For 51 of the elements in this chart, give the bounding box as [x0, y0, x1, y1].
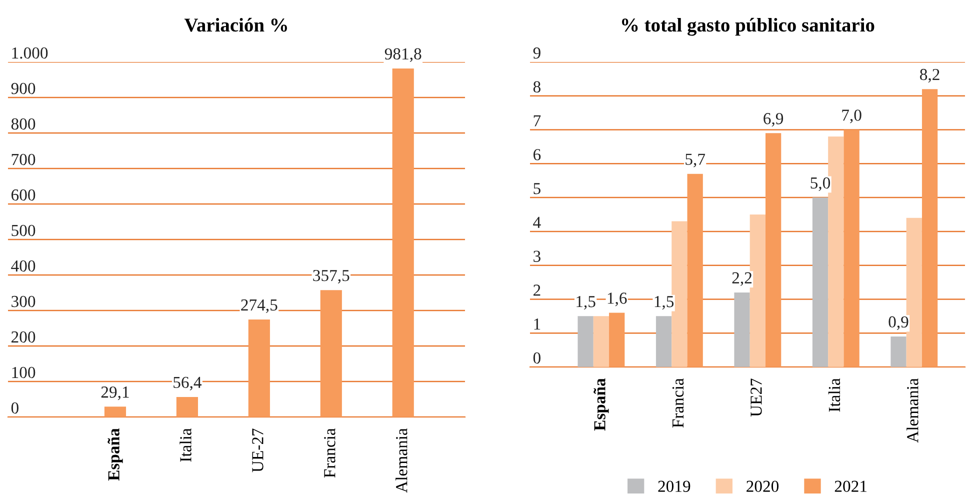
- data-label: 357,5: [313, 270, 350, 284]
- y-tick-label: 400: [11, 260, 36, 272]
- chart-title: % total gasto público sanitario: [622, 18, 874, 36]
- y-tick-label: 600: [11, 189, 36, 201]
- y-tick-label: 500: [12, 224, 36, 236]
- y-tick-label: 4: [533, 216, 541, 228]
- y-tick-label: 2: [534, 284, 540, 296]
- x-tick-label: Italia: [828, 378, 840, 412]
- legend-label: 2021: [834, 480, 866, 492]
- x-tick-label: Alemania: [396, 428, 408, 493]
- y-tick-label: 6: [533, 149, 541, 160]
- legend-label: 2019: [658, 480, 690, 492]
- y-tick-label: 100: [12, 366, 36, 378]
- data-label: 5,7: [686, 154, 706, 168]
- data-label: 0,9: [888, 316, 908, 330]
- x-tick-label: UE27: [750, 378, 762, 417]
- x-tick-label: Francia: [672, 378, 684, 428]
- y-tick-label: 700: [12, 154, 36, 166]
- data-label: 8,2: [920, 68, 940, 83]
- data-label: 1,5: [654, 296, 674, 310]
- y-tick-label: 200: [12, 331, 36, 343]
- y-tick-label: 0: [533, 352, 540, 364]
- data-label: 1,5: [576, 296, 596, 310]
- data-label: 29,1: [101, 386, 129, 400]
- y-tick-label: 300: [12, 296, 36, 308]
- data-label: 2,2: [732, 272, 752, 286]
- data-label: 1,6: [608, 292, 627, 306]
- y-tick-label: 7: [534, 115, 541, 126]
- y-tick-label: 9: [533, 47, 540, 59]
- chart-title: Variación %: [184, 18, 287, 32]
- y-tick-label: 900: [11, 82, 36, 94]
- x-tick-label: Alemania: [906, 378, 918, 443]
- data-label: 5,0: [810, 177, 830, 192]
- x-tick-label: Italia: [180, 428, 192, 462]
- data-label: 981,8: [384, 48, 422, 62]
- y-tick-label: 1: [534, 318, 540, 330]
- data-label: 56,4: [174, 376, 202, 390]
- x-tick-label: UE-27: [252, 428, 264, 472]
- y-tick-label: 800: [11, 118, 36, 130]
- y-tick-label: 5: [534, 183, 540, 194]
- y-tick-label: 1.000: [12, 47, 48, 59]
- x-tick-label: España: [108, 428, 123, 481]
- data-label: 274,5: [241, 299, 278, 314]
- x-tick-label: Francia: [324, 428, 336, 478]
- legend-label: 2020: [746, 480, 779, 492]
- x-tick-label: España: [594, 378, 609, 431]
- y-tick-label: 3: [534, 250, 540, 262]
- data-label: 7,0: [842, 110, 862, 124]
- y-tick-label: 8: [533, 81, 540, 93]
- data-label: 6,9: [764, 113, 784, 127]
- y-tick-label: 0: [11, 402, 18, 414]
